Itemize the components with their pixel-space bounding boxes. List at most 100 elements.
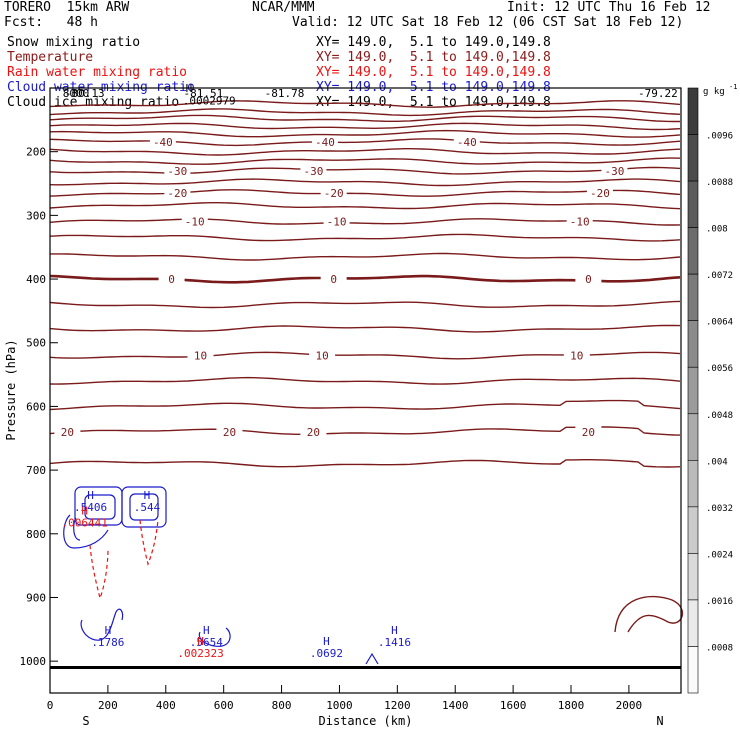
contour-label-bg [187,349,214,362]
cloud-water-contours [63,486,379,665]
temperature-contour-line [49,122,681,131]
contour-label-bg [323,215,350,228]
temperature-contour-line [49,376,681,385]
contour-label-bg [311,136,338,149]
maximum-value: .5654 [190,636,223,649]
plot-frame [49,87,682,694]
colorbar-tick-label: .0032 [706,504,733,514]
contour-label-bg [300,425,327,438]
contour-label: -20 [167,187,187,200]
temperature-contour-line [49,459,681,468]
x-tick-label: 1400 [442,699,469,712]
maximum-marker-h: H [203,624,210,637]
top-extreme-label: H [186,82,193,95]
colorbar-tick-label: .004 [706,457,728,467]
contour-label: 0 [585,273,592,286]
top-extreme-label: -80.13 [65,87,105,100]
direction-north: N [656,714,663,728]
field-xy-cloud-ice: XY= 149.0, 5.1 to 149.0,149.8 [316,95,551,110]
colorbar-bin [687,599,699,647]
maximum-marker-h: H [323,635,330,648]
contour-label: 20 [307,426,320,439]
temperature-contour-line [49,166,681,175]
y-tick-label: 600 [26,400,46,413]
cloud-water-contour [365,652,379,665]
field-name-snow: Snow mixing ratio [7,35,141,50]
temperature-contour-line [49,274,681,284]
colorbar-unit: g kg [703,87,725,97]
contour-label-bg [300,164,327,177]
contour-labels: -40 -40 -40-30 -30 -30-20 -20 -20-10 -10 -100 0 01… [54,82,678,439]
maximum-marker-h: H [144,489,151,502]
contour-label-bg [320,273,347,286]
x-tick-label: 800 [272,699,292,712]
maxima-markers: H.5406H.544H.006441H.1786H.5654H.002323H… [62,489,411,660]
maximum-marker-h: H [105,624,112,637]
colorbar-bin [687,134,699,182]
temperature-contour-line [49,148,681,156]
contour-label-bg [453,136,480,149]
temperature-contour-line [49,233,681,242]
top-extreme-label: 8000 [63,87,90,100]
contour-label: 0 [168,273,175,286]
contour-label-bg [586,187,613,200]
contour-label-bg [309,349,336,362]
colorbar-bin [687,320,699,368]
field-xy-temperature: XY= 149.0, 5.1 to 149.0,149.8 [316,50,551,65]
x-tick-label: 1200 [384,699,411,712]
contour-label-bg [575,273,602,286]
colorbar-tick-label: .008 [706,225,728,235]
colorbar-bin [687,506,699,554]
maximum-value: .1416 [378,636,411,649]
contour-label: -20 [590,187,610,200]
contour-label-bg [54,425,81,438]
rain-water-contour [139,519,159,566]
temperature-contour-line [49,129,681,138]
colorbar-bin [687,87,699,135]
colorbar-tick-label: .0048 [706,411,733,421]
field-name-temperature: Temperature [7,50,94,65]
contour-label: 20 [61,426,74,439]
contour-label: 0 [330,273,337,286]
colorbar-bin [687,460,699,508]
y-tick-label: 700 [26,464,46,477]
forecast-hour: Fcst: 48 h [4,15,98,30]
maximum-value: .0692 [310,647,343,660]
maximum-marker-h: H [87,489,94,502]
temperature-contour-line [49,300,681,309]
cloud-water-contour [63,514,109,549]
y-axis-title: Pressure (hPa) [4,339,18,440]
colorbar-bin [687,413,699,461]
y-tick-label: 400 [26,273,46,286]
contour-label: -20 [324,187,344,200]
contour-label-bg [566,215,593,228]
contour-label-bg [575,425,602,438]
center-title: NCAR/MMM [252,0,315,15]
contour-label: -40 [457,136,477,149]
contour-label: -40 [315,136,335,149]
temperature-contour-line [49,189,681,197]
temperature-contour-line [49,399,681,411]
contour-label-bg [181,215,208,228]
y-tick-label: 500 [26,337,46,350]
maximum-value: .002323 [177,647,223,660]
top-extreme-label: .0002979 [183,95,236,108]
colorbar-tick-label: .0072 [706,271,733,281]
cloud-water-contour [121,486,167,528]
valid-time: Valid: 12 UTC Sat 18 Feb 12 (06 CST Sat … [292,15,684,30]
plot-border [49,87,682,694]
maximum-marker-h: H [197,635,204,648]
colorbar-bin [687,553,699,601]
maximum-value: .006441 [62,517,108,530]
contour-label: -40 [153,136,173,149]
field-xy-rain: XY= 149.0, 5.1 to 149.0,149.8 [316,65,551,80]
contour-label-bg [601,164,628,177]
temperature-contour-line [49,157,681,165]
contour-label: 20 [223,426,236,439]
contour-label-bg [164,187,191,200]
field-xy-snow: XY= 149.0, 5.1 to 149.0,149.8 [316,35,551,50]
maximum-value: .1786 [91,636,124,649]
cloud-water-contour [129,493,159,521]
